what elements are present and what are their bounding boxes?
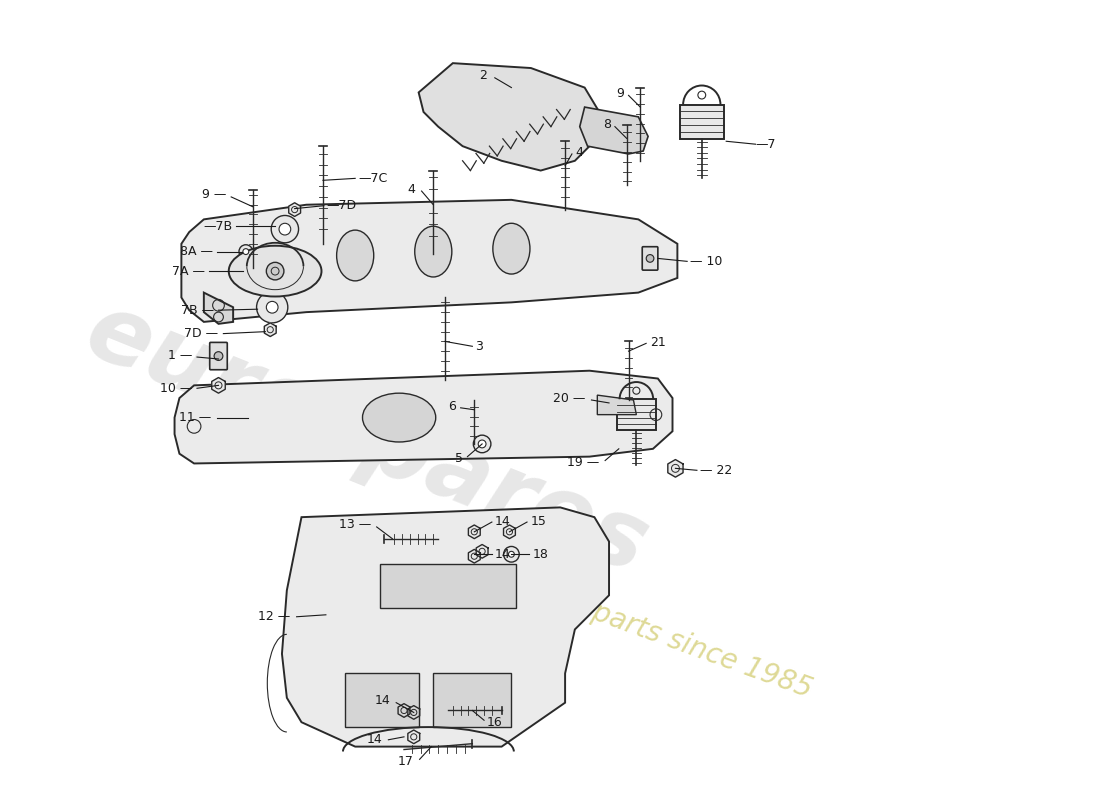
- Polygon shape: [211, 378, 226, 393]
- Ellipse shape: [493, 223, 530, 274]
- Bar: [379, 564, 516, 608]
- Ellipse shape: [415, 226, 452, 277]
- Text: 19 —: 19 —: [566, 456, 600, 469]
- Polygon shape: [469, 550, 481, 563]
- Text: eurospares: eurospares: [73, 285, 661, 594]
- Text: 6: 6: [448, 400, 455, 414]
- Text: 21: 21: [650, 336, 666, 349]
- Circle shape: [478, 440, 486, 448]
- Text: 14: 14: [495, 514, 510, 527]
- Text: 13 —: 13 —: [339, 518, 371, 531]
- Polygon shape: [288, 202, 300, 217]
- Text: 9: 9: [616, 87, 624, 100]
- Polygon shape: [419, 63, 600, 170]
- Text: —7: —7: [756, 138, 775, 150]
- Polygon shape: [175, 370, 672, 463]
- Ellipse shape: [229, 246, 321, 297]
- FancyBboxPatch shape: [210, 342, 228, 370]
- Text: 11 —: 11 —: [179, 411, 211, 424]
- Polygon shape: [597, 395, 637, 414]
- Text: 8A —: 8A —: [179, 245, 212, 258]
- Text: 2: 2: [480, 70, 487, 82]
- Text: 5: 5: [454, 452, 463, 465]
- Text: — 10: — 10: [690, 255, 723, 268]
- Polygon shape: [668, 459, 683, 477]
- Text: 7D —: 7D —: [185, 327, 219, 340]
- Text: 18: 18: [532, 548, 549, 561]
- Text: 17: 17: [398, 754, 414, 768]
- Bar: [680, 105, 724, 139]
- Text: 16: 16: [487, 716, 503, 729]
- Polygon shape: [580, 107, 648, 154]
- Bar: [345, 674, 419, 727]
- Circle shape: [508, 551, 515, 557]
- Polygon shape: [408, 706, 420, 719]
- Text: 9 —: 9 —: [202, 189, 227, 202]
- Polygon shape: [476, 545, 488, 558]
- Text: 1 —: 1 —: [168, 349, 192, 362]
- Text: —7B: —7B: [204, 220, 232, 233]
- Polygon shape: [408, 730, 420, 744]
- Circle shape: [279, 223, 290, 235]
- Text: 10 —: 10 —: [160, 382, 192, 394]
- Circle shape: [214, 352, 223, 361]
- Circle shape: [243, 249, 249, 254]
- Polygon shape: [182, 200, 678, 322]
- Text: 3: 3: [475, 340, 483, 353]
- Circle shape: [239, 245, 253, 258]
- Circle shape: [646, 254, 653, 262]
- Polygon shape: [282, 507, 609, 746]
- Circle shape: [473, 435, 491, 453]
- Text: 7B —: 7B —: [182, 304, 214, 317]
- Text: 20 —: 20 —: [553, 391, 585, 405]
- Polygon shape: [398, 704, 410, 718]
- Circle shape: [256, 292, 288, 323]
- Circle shape: [266, 262, 284, 280]
- Text: 4: 4: [408, 182, 416, 196]
- Polygon shape: [264, 323, 276, 337]
- Polygon shape: [504, 525, 516, 538]
- Text: 14: 14: [366, 734, 383, 746]
- Text: 8: 8: [603, 118, 611, 131]
- Text: a passion for parts since 1985: a passion for parts since 1985: [412, 534, 816, 704]
- Ellipse shape: [337, 230, 374, 281]
- Polygon shape: [469, 525, 481, 538]
- Text: 14: 14: [495, 548, 510, 561]
- Bar: [617, 399, 656, 430]
- Circle shape: [266, 302, 278, 313]
- Text: 7A —: 7A —: [172, 265, 205, 278]
- Text: 14: 14: [375, 694, 390, 707]
- Text: 4: 4: [575, 146, 584, 158]
- Circle shape: [272, 215, 298, 243]
- Text: 12 —: 12 —: [258, 610, 290, 623]
- Ellipse shape: [363, 393, 436, 442]
- FancyBboxPatch shape: [642, 246, 658, 270]
- Text: — 22: — 22: [700, 464, 733, 477]
- Text: —7C: —7C: [359, 172, 387, 185]
- Text: 15: 15: [531, 514, 547, 527]
- Text: —7D: —7D: [327, 199, 358, 212]
- Polygon shape: [204, 293, 233, 324]
- Circle shape: [504, 546, 519, 562]
- Bar: [433, 674, 512, 727]
